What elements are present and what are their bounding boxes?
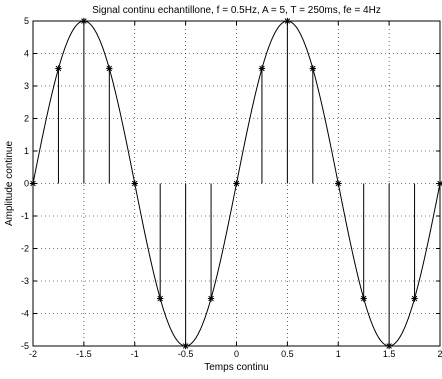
y-tick-label: -5 [21,341,29,351]
y-tick-label: -3 [21,276,29,286]
sample-marker [233,180,240,187]
sample-marker [360,295,367,302]
sample-marker-stroke [208,295,214,302]
sample-marker [258,65,266,72]
x-tick-label: -1 [131,349,139,359]
sample-marker-stroke [131,180,138,187]
y-tick-label: -4 [21,309,29,319]
chart-title: Signal continu echantillone, f = 0.5Hz, … [92,5,381,16]
sample-marker-stroke [335,180,342,187]
sample-marker [156,295,164,302]
sample-marker-stroke [310,65,316,72]
sample-marker-stroke [411,295,418,302]
x-tick-label: -1.5 [76,349,92,359]
sample-marker [335,180,342,187]
sample-marker [131,180,138,187]
x-tick-label: 0.5 [281,349,294,359]
y-tick-label: -1 [21,211,29,221]
sample-marker [411,295,418,302]
x-axis-title: Temps continu [204,362,268,373]
sample-marker-stroke [233,180,240,187]
y-tick-label: -2 [21,244,29,254]
x-tick-label: -0.5 [178,349,194,359]
sample-marker [309,65,317,72]
y-tick-label: 1 [24,146,29,156]
sample-marker-stroke [106,65,113,72]
markers-layer [29,17,442,350]
sample-marker [55,65,62,72]
stems-layer [57,21,416,346]
x-tick-label: -2 [29,349,37,359]
x-tick-label: 2 [437,349,442,359]
sample-marker [207,295,215,302]
x-tick-label: 1.5 [383,349,396,359]
x-tick-labels: -2 -1.5 -1 -0.5 0 0.5 1 1.5 2 [29,349,442,359]
y-tick-label: 0 [24,179,29,189]
y-tick-labels: -5 -4 -3 -2 -1 0 1 2 3 4 5 [21,16,29,351]
y-tick-label: 5 [24,16,29,26]
sample-marker [106,65,113,72]
y-tick-label: 4 [24,49,29,59]
sample-marker-stroke [157,295,163,302]
sample-marker-stroke [360,295,367,302]
sample-marker-stroke [259,65,265,72]
y-tick-label: 2 [24,114,29,124]
x-tick-label: 0 [234,349,239,359]
x-tick-label: 1 [336,349,341,359]
ticks-layer [32,20,441,347]
y-tick-label: 3 [24,81,29,91]
sample-marker-stroke [55,65,62,72]
y-axis-title: Amplitude continue [4,141,15,226]
